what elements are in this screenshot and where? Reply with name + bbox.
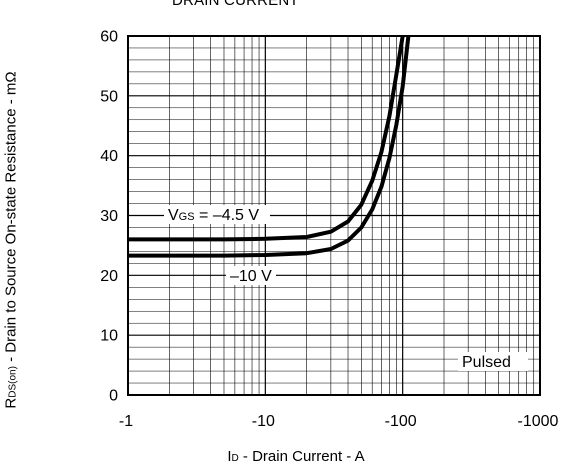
y-tick-label: 40 <box>100 148 118 165</box>
series-label-vgs: VGS = –4.5 V <box>168 207 259 224</box>
plot-frame <box>127 35 541 396</box>
series-labels: VGS = –4.5 V –10 V Pulsed <box>164 205 528 371</box>
series-line-0 <box>128 35 405 242</box>
y-tick-label: 20 <box>100 268 118 285</box>
x-tick-label: -100 <box>385 413 417 430</box>
series-line-1 <box>128 35 411 258</box>
y-tick-label: 0 <box>109 388 118 405</box>
pulsed-label-bg <box>458 352 528 371</box>
series-label-vgs-bg <box>164 205 270 224</box>
y-tick-label: 30 <box>100 208 118 225</box>
pulsed-annotation: Pulsed <box>462 354 511 371</box>
series-label-10v-bg <box>226 266 276 285</box>
y-tick-label: 60 <box>100 29 118 46</box>
tick-labels: 0 10 20 30 40 50 60 -1 -10 -100 -1000 <box>100 29 558 431</box>
x-tick-label: -10 <box>252 413 275 430</box>
y-axis-label: RDS(on) - Drain to Source On-state Resis… <box>2 71 20 409</box>
x-axis-label: ID - Drain Current - A <box>227 448 365 465</box>
chart-title: DRAIN CURRENT <box>172 0 299 9</box>
x-tick-label: -1000 <box>518 413 559 430</box>
curves <box>128 35 411 258</box>
x-tick-label: -1 <box>119 413 133 430</box>
y-tick-label: 10 <box>100 328 118 345</box>
series-label-10v: –10 V <box>230 268 272 285</box>
y-tick-label: 50 <box>100 88 118 105</box>
